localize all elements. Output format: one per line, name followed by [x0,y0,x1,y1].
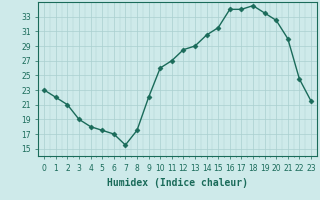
X-axis label: Humidex (Indice chaleur): Humidex (Indice chaleur) [107,178,248,188]
